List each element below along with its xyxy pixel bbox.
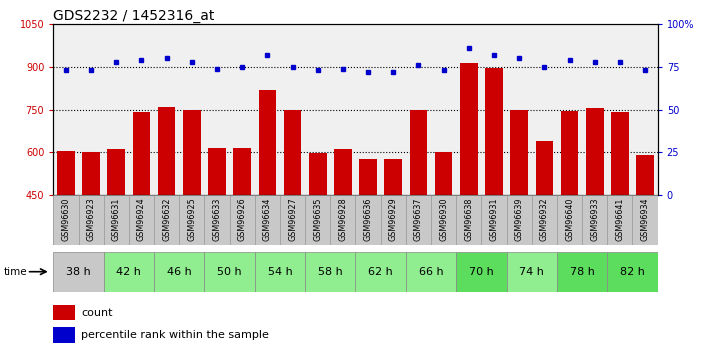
Bar [205,252,255,292]
Bar [233,148,251,323]
Text: 50 h: 50 h [218,267,242,277]
Bar [410,109,427,323]
Bar [53,305,75,320]
Bar [406,252,456,292]
Text: GSM96631: GSM96631 [112,197,121,241]
Bar [305,252,356,292]
Text: GSM96928: GSM96928 [338,197,348,241]
Text: GSM96925: GSM96925 [187,197,196,241]
Bar [154,252,205,292]
Bar [208,148,226,323]
Bar [359,159,377,323]
Bar [107,149,125,323]
Text: 38 h: 38 h [66,267,91,277]
Text: GSM96932: GSM96932 [540,197,549,241]
Bar [611,112,629,323]
Text: count: count [81,308,113,318]
Text: 66 h: 66 h [419,267,444,277]
Bar [607,252,658,292]
Text: GDS2232 / 1452316_at: GDS2232 / 1452316_at [53,9,215,23]
Text: GSM96630: GSM96630 [61,197,70,241]
Bar [557,252,607,292]
Bar [259,90,276,323]
Bar [158,107,176,323]
Bar [506,252,557,292]
Text: 82 h: 82 h [620,267,645,277]
Text: GSM96926: GSM96926 [237,197,247,241]
Bar [456,252,506,292]
Text: GSM96641: GSM96641 [616,197,624,241]
Text: 62 h: 62 h [368,267,393,277]
Text: GSM96637: GSM96637 [414,197,423,241]
Bar [133,112,150,323]
Bar [535,141,553,323]
Bar [561,111,578,323]
Text: 74 h: 74 h [519,267,544,277]
Text: GSM96640: GSM96640 [565,197,574,241]
Text: GSM96929: GSM96929 [389,197,397,241]
Text: GSM96639: GSM96639 [515,197,524,241]
Bar [435,152,452,323]
Text: 54 h: 54 h [267,267,292,277]
Text: GSM96636: GSM96636 [363,197,373,241]
Text: time: time [4,267,27,277]
Bar [309,153,326,323]
Text: GSM96638: GSM96638 [464,197,474,241]
Bar [636,155,654,323]
Text: 70 h: 70 h [469,267,493,277]
Bar [53,327,75,343]
Bar [586,108,604,323]
Bar [334,149,352,323]
Bar [385,159,402,323]
Bar [284,109,301,323]
Text: GSM96927: GSM96927 [288,197,297,241]
Text: GSM96635: GSM96635 [314,197,322,241]
Bar [183,109,201,323]
Text: GSM96931: GSM96931 [489,197,498,241]
Text: GSM96632: GSM96632 [162,197,171,241]
Bar [82,152,100,323]
Text: GSM96930: GSM96930 [439,197,448,241]
Bar [57,151,75,323]
Bar [255,252,305,292]
Text: GSM96924: GSM96924 [137,197,146,241]
Text: 78 h: 78 h [570,267,594,277]
Text: GSM96633: GSM96633 [213,197,222,241]
Bar [356,252,406,292]
Text: GSM96934: GSM96934 [641,197,650,241]
Text: GSM96923: GSM96923 [87,197,95,241]
Text: 42 h: 42 h [117,267,141,277]
Bar [53,252,104,292]
Text: GSM96933: GSM96933 [590,197,599,241]
Text: GSM96634: GSM96634 [263,197,272,241]
Bar [485,68,503,323]
Bar [510,109,528,323]
Bar [104,252,154,292]
Text: 46 h: 46 h [167,267,191,277]
Text: 58 h: 58 h [318,267,343,277]
Bar [460,62,478,323]
Text: percentile rank within the sample: percentile rank within the sample [81,330,269,340]
